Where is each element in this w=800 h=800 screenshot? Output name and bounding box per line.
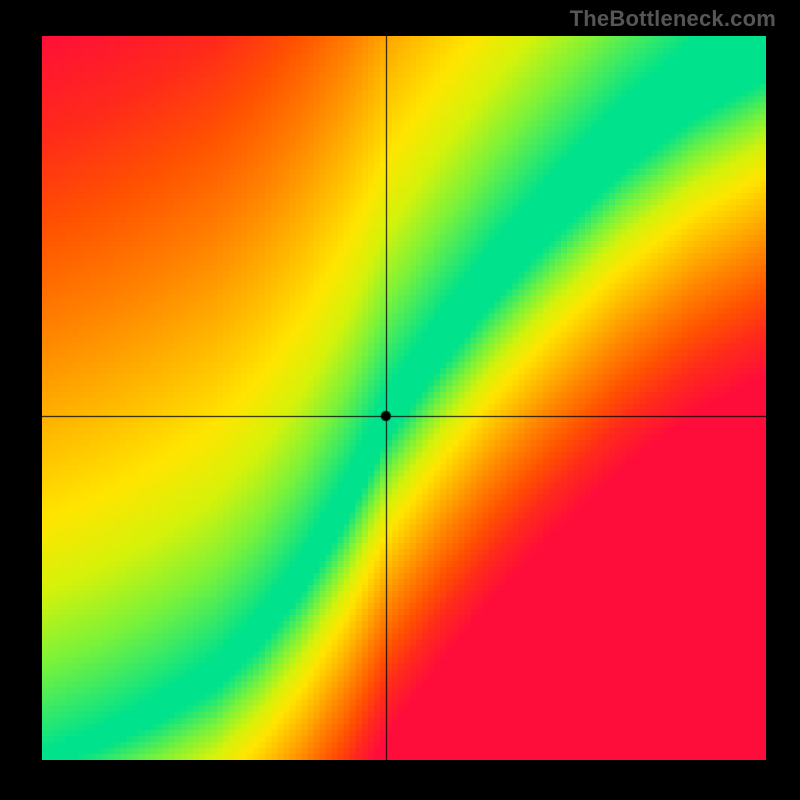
chart-container: TheBottleneck.com [0,0,800,800]
watermark-text: TheBottleneck.com [570,6,776,32]
bottleneck-heatmap [42,36,766,760]
